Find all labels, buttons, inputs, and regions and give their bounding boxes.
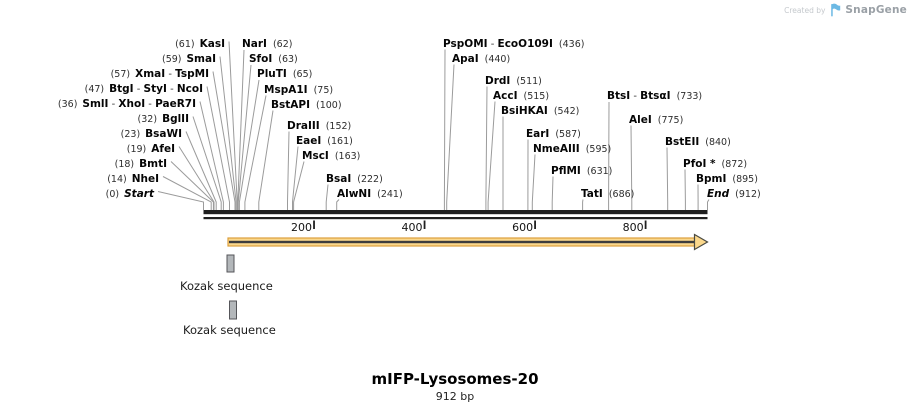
sequence-bar-thick-line: [203, 210, 708, 215]
ruler-tick-400: [423, 220, 426, 229]
callout-line-smli: [199, 101, 224, 210]
callout-line-bstapi: [258, 110, 274, 210]
callout-line-kasi: [228, 41, 238, 210]
watermark-brand-text: SnapGene: [845, 4, 907, 16]
callout-line-nmeaiii: [531, 154, 536, 210]
callout-line-sfoi: [237, 64, 252, 210]
kozak-marker: [226, 254, 235, 273]
callout-line-bsai: [325, 184, 329, 210]
orf-arrow-head: [693, 233, 709, 251]
callout-line-afei: [178, 146, 215, 210]
callout-line-bmti: [170, 161, 214, 210]
snapgene-logo-icon: [831, 3, 841, 17]
callout-line-draiii: [287, 131, 290, 210]
callout-line-smai: [219, 56, 237, 210]
callout-line-bsawi: [185, 131, 217, 210]
callout-line-msci: [293, 161, 305, 210]
callout-line-acci: [487, 101, 496, 210]
callout-line-nari: [237, 49, 245, 210]
kozak-marker: [229, 300, 237, 320]
orf-arrow: [227, 233, 709, 251]
ruler-ticks: [313, 220, 647, 229]
sequence-length-label: 912 bp: [435, 390, 475, 403]
callout-line-end: [707, 199, 710, 210]
ruler-tick-800: [644, 220, 647, 229]
callout-line-btgi: [206, 86, 230, 210]
callout-line-pflmi: [551, 176, 554, 210]
kozak-markers: [226, 254, 237, 320]
callout-line-bsteii: [666, 147, 669, 210]
callout-line-nhei: [162, 176, 212, 210]
callout-line-pspomi: [443, 49, 446, 210]
orf-arrow-centerline: [229, 240, 697, 244]
callout-line-alei: [630, 125, 633, 210]
ruler-tick-600: [534, 220, 536, 229]
watermark-created-by-text: Created by: [784, 5, 826, 15]
callout-line-drdi: [485, 86, 488, 210]
callout-line-apai: [446, 64, 455, 210]
callout-line-bglii: [192, 116, 222, 210]
ruler-tick-200: [313, 220, 315, 229]
callout-line-eaei: [292, 146, 299, 210]
callout-line-start: [157, 191, 204, 210]
callout-lines: [157, 41, 710, 210]
sequence-bar: [203, 210, 708, 220]
sequence-bar-thin-line: [203, 217, 708, 220]
callout-line-pluti: [238, 79, 260, 210]
watermark: Created by SnapGene: [784, 3, 907, 17]
callout-line-alwni: [336, 199, 340, 210]
page-title: mIFP-Lysosomes-20: [371, 370, 539, 388]
callout-line-mspa1i: [244, 95, 267, 210]
callout-line-xmai: [212, 71, 236, 210]
